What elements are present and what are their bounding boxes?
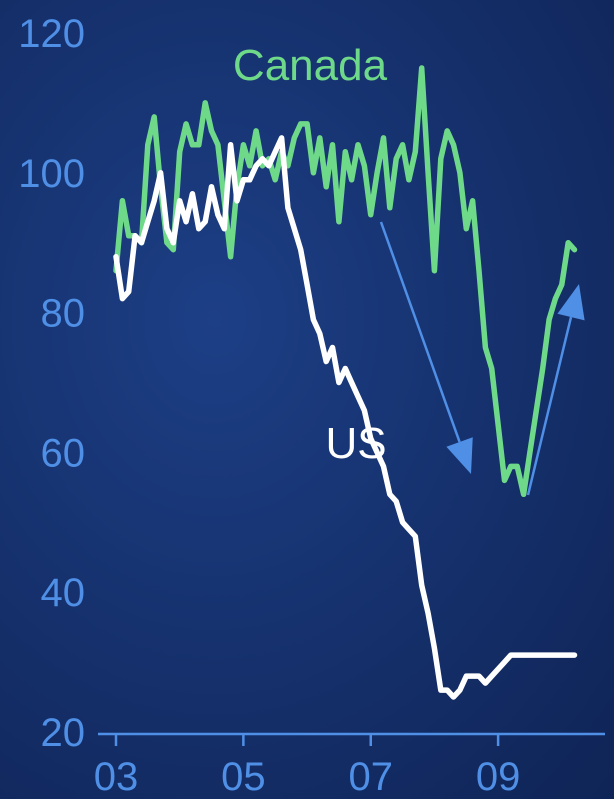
x-tick-label: 09 bbox=[476, 755, 521, 799]
label-layer: Canada US bbox=[233, 41, 388, 468]
trend-arrow-down-head bbox=[446, 437, 473, 474]
x-tick-label: 05 bbox=[221, 755, 266, 799]
y-tick-label: 120 bbox=[18, 12, 85, 56]
series-line-us bbox=[113, 135, 578, 700]
annotation-layer bbox=[379, 221, 585, 496]
series-label-canada: Canada bbox=[233, 41, 388, 90]
series-layer bbox=[113, 65, 578, 700]
y-tick-label: 20 bbox=[41, 711, 86, 755]
trend-arrow-up-head bbox=[557, 284, 585, 321]
y-tick-label: 100 bbox=[18, 152, 85, 196]
y-tick-label: 40 bbox=[41, 571, 86, 615]
axes: 03 05 07 09 20 40 60 80 100 120 bbox=[18, 12, 605, 799]
trend-arrow-down-shaft bbox=[379, 221, 461, 443]
y-tick-label: 60 bbox=[41, 431, 86, 475]
y-tick-label: 80 bbox=[41, 292, 86, 336]
series-line-canada bbox=[113, 65, 578, 498]
x-tick-label: 03 bbox=[94, 755, 139, 799]
x-tick-label: 07 bbox=[348, 755, 393, 799]
series-label-us: US bbox=[325, 419, 386, 468]
trend-arrow-up-shaft bbox=[526, 316, 573, 496]
